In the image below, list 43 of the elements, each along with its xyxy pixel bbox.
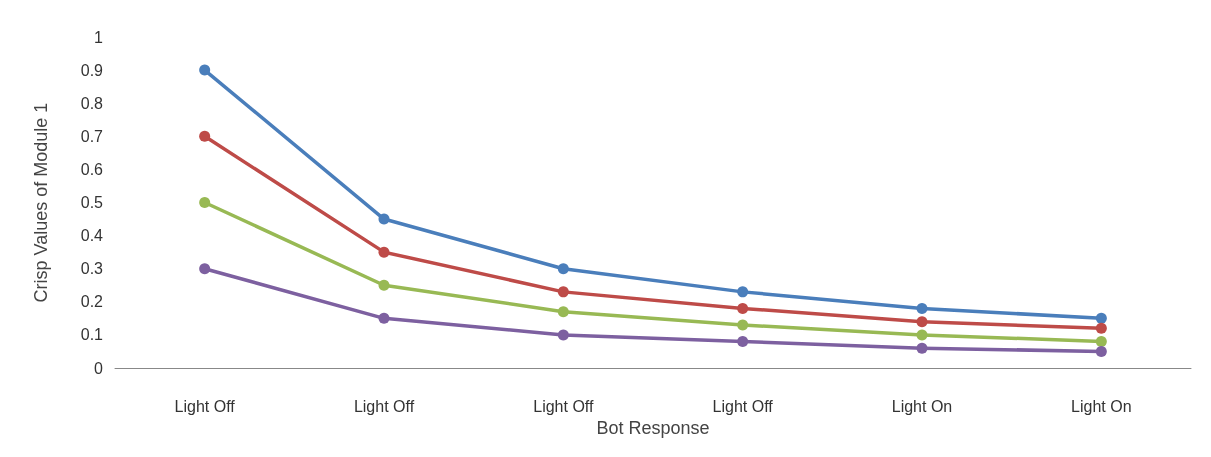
point (378, 312, 390, 324)
x-tick-label: Light On (891, 397, 953, 415)
x-axis-title: Bot Response (596, 417, 710, 438)
point (1095, 312, 1107, 324)
x-tick-label: Light Off (174, 397, 236, 415)
point (737, 302, 749, 314)
y-tick-label: 0.7 (80, 127, 104, 145)
point (199, 130, 211, 142)
y-tick-label: 0 (94, 359, 104, 377)
point (378, 213, 390, 225)
point (916, 342, 928, 354)
point (199, 197, 211, 208)
x-tick-label: Light On (1071, 397, 1132, 415)
point (199, 263, 211, 275)
y-tick-label: 0.4 (80, 227, 104, 245)
point (916, 302, 928, 314)
point (378, 246, 390, 258)
y-tick-label: 0.6 (80, 160, 104, 178)
y-tick-label: 0.1 (80, 326, 104, 344)
x-tick-label: Light Off (533, 397, 594, 415)
y-axis-title: Crisp Values of Module 1 (31, 102, 51, 303)
y-tick-label: 0.5 (80, 194, 104, 211)
point (378, 279, 390, 291)
point (737, 336, 749, 348)
point (737, 286, 749, 298)
point (916, 316, 928, 328)
point (737, 319, 749, 331)
point (1095, 336, 1107, 348)
y-tick-label: 0.9 (80, 61, 104, 79)
y-tick-label: 0.8 (80, 94, 104, 112)
point (1095, 345, 1107, 357)
point (557, 329, 569, 341)
point (557, 306, 569, 318)
x-tick-label: Light Off (712, 397, 774, 415)
x-tick-label: Light Off (353, 397, 415, 415)
y-tick-label: 0.2 (80, 293, 104, 311)
y-tick-label: 1 (94, 28, 104, 46)
point (1095, 322, 1107, 334)
y-tick-label: 0.3 (80, 260, 104, 278)
point (199, 64, 211, 76)
point (557, 286, 569, 298)
point (916, 329, 928, 341)
point (557, 263, 569, 275)
